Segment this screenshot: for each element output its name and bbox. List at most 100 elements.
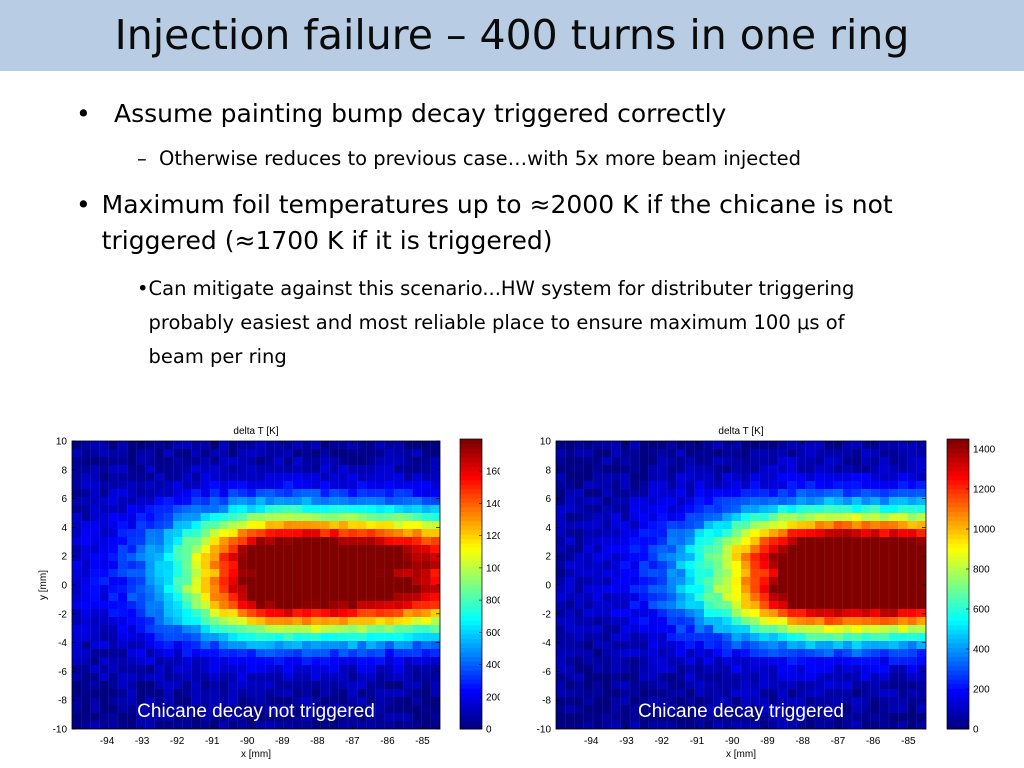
heatmap-cell xyxy=(713,665,724,674)
heatmap-cell xyxy=(274,513,285,522)
heatmap-cell xyxy=(265,505,275,514)
heatmap-cell xyxy=(657,673,668,682)
heatmap-cell xyxy=(90,705,101,714)
heatmap-cell xyxy=(403,625,413,634)
heatmap-cell xyxy=(90,601,101,610)
heatmap-cell xyxy=(219,673,229,682)
heatmap-cell xyxy=(72,657,82,666)
heatmap-cell xyxy=(787,641,798,650)
heatmap-cell xyxy=(833,569,844,578)
heatmap-cell xyxy=(574,481,585,490)
heatmap-cell xyxy=(815,713,825,722)
heatmap-cell xyxy=(833,593,844,602)
heatmap-cell xyxy=(694,649,705,658)
heatmap-cell xyxy=(815,585,825,594)
heatmap-cell xyxy=(639,713,650,722)
heatmap-cell xyxy=(338,609,349,618)
heatmap-cell xyxy=(602,705,613,714)
heatmap-cell xyxy=(348,553,358,562)
heatmap-cell xyxy=(283,721,294,729)
heatmap-cell xyxy=(593,521,603,530)
heatmap-cell xyxy=(648,569,659,578)
heatmap-cell xyxy=(320,449,331,458)
heatmap-cell xyxy=(685,553,696,562)
heatmap-cell xyxy=(357,489,367,498)
heatmap-cell xyxy=(366,721,377,729)
heatmap-cell xyxy=(81,649,91,658)
heatmap-cell xyxy=(768,489,779,498)
heatmap-cell xyxy=(228,601,239,610)
heatmap-cell xyxy=(842,681,853,690)
heatmap-cell xyxy=(759,649,770,658)
heatmap-cell xyxy=(311,681,321,690)
heatmap-cell xyxy=(685,633,696,642)
heatmap-cell xyxy=(620,537,631,546)
heatmap-cell xyxy=(815,625,825,634)
heatmap-cell xyxy=(593,585,603,594)
x-tick-label: -91 xyxy=(205,736,220,747)
heatmap-cell xyxy=(136,481,147,490)
heatmap-cell xyxy=(311,665,321,674)
heatmap-cell xyxy=(136,705,147,714)
heatmap-cell xyxy=(630,633,640,642)
heatmap-cell xyxy=(620,513,631,522)
heatmap-cell xyxy=(81,497,91,506)
heatmap-cell xyxy=(228,521,239,530)
heatmap-cell xyxy=(403,705,413,714)
heatmap-cell xyxy=(136,577,147,586)
heatmap-cell xyxy=(593,649,603,658)
heatmap-cell xyxy=(805,585,816,594)
heatmap-cell xyxy=(889,617,899,626)
heatmap-cell xyxy=(750,713,761,722)
heatmap-cell xyxy=(574,497,585,506)
heatmap-cell xyxy=(583,705,594,714)
heatmap-cell xyxy=(99,473,110,482)
colorbar-tick-label: 1200 xyxy=(973,485,996,496)
heatmap-cell xyxy=(108,633,119,642)
heatmap-cell xyxy=(246,609,257,618)
heatmap-cell xyxy=(412,473,423,482)
heatmap-cell xyxy=(357,673,367,682)
heatmap-cell xyxy=(620,481,631,490)
heatmap-cell xyxy=(731,553,742,562)
heatmap-cell xyxy=(403,457,413,466)
heatmap-cell xyxy=(824,609,835,618)
heatmap-cell xyxy=(99,489,110,498)
heatmap-cell xyxy=(421,473,432,482)
heatmap-cell xyxy=(704,697,714,706)
heatmap-cell xyxy=(99,713,110,722)
heatmap-cell xyxy=(898,553,909,562)
heatmap-cell xyxy=(833,577,844,586)
heatmap-cell xyxy=(127,553,137,562)
heatmap-cell xyxy=(394,673,404,682)
heatmap-cell xyxy=(136,673,147,682)
heatmap-cell xyxy=(191,457,202,466)
heatmap-cell xyxy=(228,505,239,514)
heatmap-cell xyxy=(898,449,909,458)
heatmap-cell xyxy=(602,641,613,650)
heatmap-cell xyxy=(283,705,294,714)
heatmap-cell xyxy=(639,537,650,546)
heatmap-cell xyxy=(741,609,751,618)
heatmap-cell xyxy=(889,713,899,722)
heatmap-cell xyxy=(879,649,890,658)
bullet-text: Otherwise reduces to previous case…with … xyxy=(159,147,802,170)
heatmap-cell xyxy=(329,601,340,610)
heatmap-cell xyxy=(108,697,119,706)
heatmap-cell xyxy=(889,569,899,578)
heatmap-cell xyxy=(90,545,101,554)
colorbar-step xyxy=(460,588,482,594)
heatmap-cell xyxy=(283,457,294,466)
heatmap-cell xyxy=(81,665,91,674)
heatmap-cell xyxy=(72,649,82,658)
heatmap-cell xyxy=(907,665,918,674)
heatmap-cell xyxy=(824,473,835,482)
heatmap-cell xyxy=(778,553,788,562)
heatmap-cell xyxy=(870,561,881,570)
heatmap-cell xyxy=(620,689,631,698)
heatmap-cell xyxy=(256,529,266,538)
heatmap-cell xyxy=(556,505,566,514)
heatmap-cell xyxy=(72,585,82,594)
heatmap-cell xyxy=(366,489,377,498)
colorbar-tick-label: 1400 xyxy=(486,499,500,510)
